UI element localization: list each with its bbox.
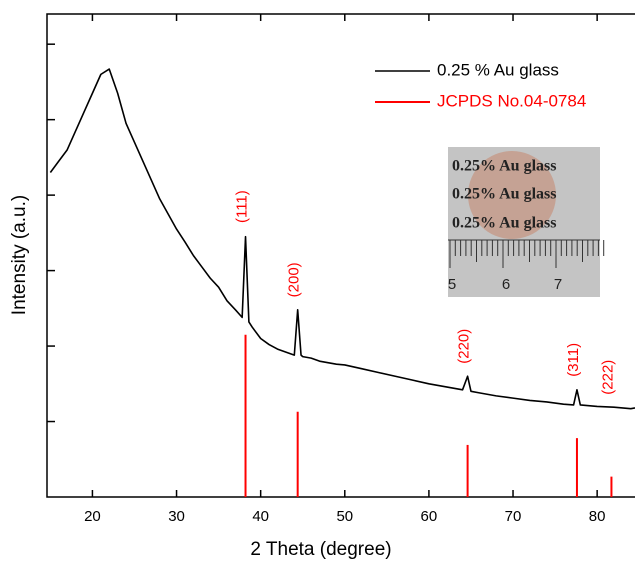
- x-axis-title: 2 Theta (degree): [250, 539, 391, 560]
- x-tick-label: 20: [84, 508, 101, 525]
- peak-label: (222): [599, 360, 616, 395]
- peak-label: (111): [233, 190, 250, 223]
- inset-text: 0.25% Au glass: [452, 158, 556, 175]
- inset-text: 0.25% Au glass: [452, 186, 556, 203]
- xrd-line: [49, 68, 635, 410]
- ruler-label: 6: [502, 276, 510, 293]
- x-tick-label: 60: [421, 508, 438, 525]
- x-tick-label: 70: [505, 508, 522, 525]
- peak-label: (220): [456, 329, 473, 364]
- peak-label: (311): [565, 343, 582, 377]
- ruler-label: 7: [554, 276, 562, 293]
- ruler-label: 5: [448, 276, 456, 293]
- y-axis-title: Intensity (a.u.): [9, 195, 30, 315]
- x-tick-label: 50: [336, 508, 353, 525]
- peak-label: (200): [286, 262, 303, 297]
- inset-photo: 0.25% Au glass 0.25% Au glass 0.25% Au g…: [448, 147, 605, 297]
- inset-text: 0.25% Au glass: [452, 215, 556, 232]
- glass-sample: [468, 151, 556, 239]
- ruler: [448, 239, 605, 268]
- axes-frame: [46, 13, 635, 498]
- x-tick-label: 30: [168, 508, 185, 525]
- x-tick-label: 40: [252, 508, 269, 525]
- legend-label: 0.25 % Au glass: [437, 60, 559, 79]
- x-tick-label: 80: [589, 508, 606, 525]
- legend-label: JCPDS No.04-0784: [437, 91, 586, 110]
